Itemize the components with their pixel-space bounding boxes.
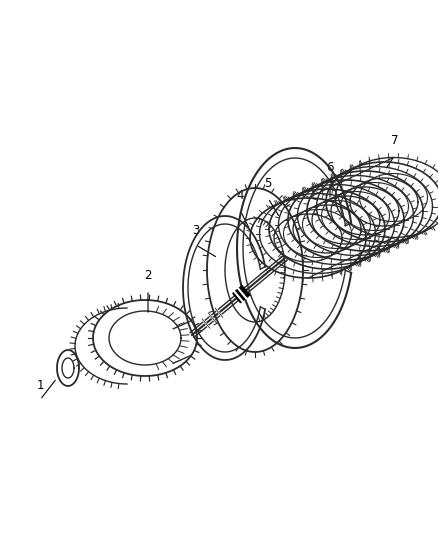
Text: 5: 5	[264, 177, 272, 190]
Text: 7: 7	[391, 134, 399, 147]
Text: 6: 6	[326, 161, 334, 174]
Polygon shape	[233, 286, 250, 303]
Text: 1: 1	[36, 379, 44, 392]
Text: 2: 2	[144, 269, 152, 282]
Text: 3: 3	[192, 224, 200, 237]
Text: 4: 4	[236, 189, 244, 202]
